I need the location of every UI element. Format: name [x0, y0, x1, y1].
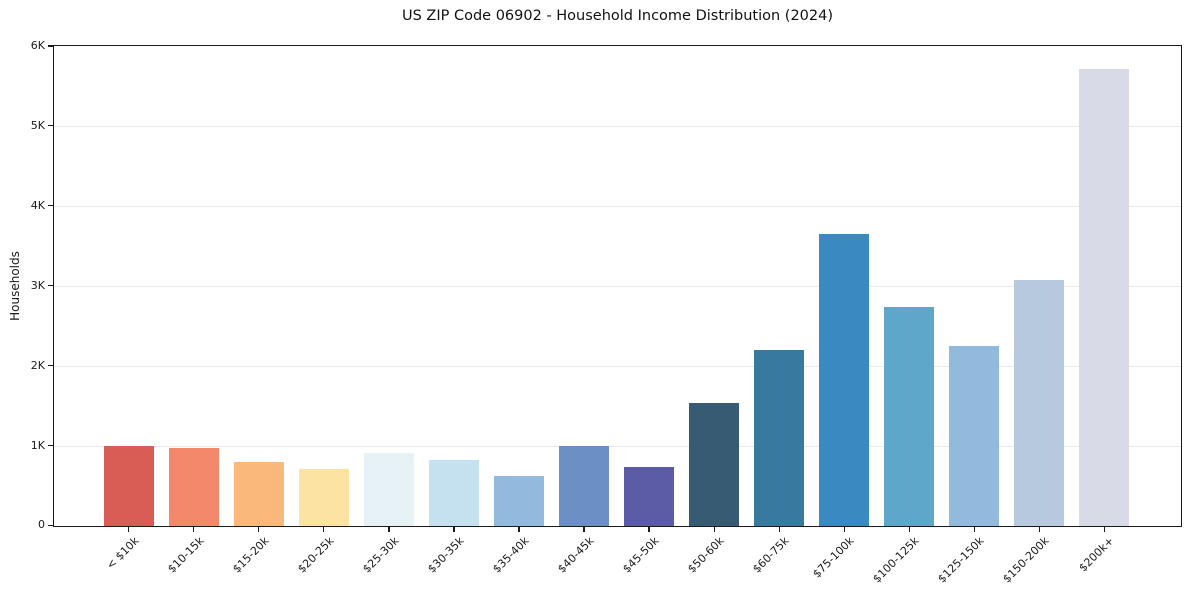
x-tick-label-50-60k: $50-60k [685, 534, 727, 576]
x-tick-label-15-20k: $15-20k [230, 534, 272, 576]
bar-150-200k [1014, 279, 1065, 526]
x-tick-label-25-30k: $25-30k [360, 534, 402, 576]
x-tick-10-15k [193, 526, 195, 532]
x-tick-100-125k [908, 526, 910, 532]
y-tick-6k [47, 45, 53, 47]
x-tick-75-100k [843, 526, 845, 532]
x-tick-label-10-15k: $10-15k [164, 534, 207, 576]
y-tick-label-5k: 5K [30, 118, 45, 132]
x-tick-label-30-35k: $30-35k [425, 534, 467, 576]
y-tick-5k [47, 125, 53, 127]
y-tick-label-2k: 2K [30, 358, 45, 372]
gridline-2k [54, 365, 1181, 367]
bar-25-30k [363, 452, 414, 526]
bar-40-45k [559, 446, 610, 526]
x-tick-label-10k: < $10k [103, 534, 142, 573]
x-tick-10k [128, 526, 130, 532]
bar-125-150k [949, 346, 1000, 526]
x-tick-label-125-150k: $125-150k [935, 534, 987, 586]
gridline-4k [54, 205, 1181, 207]
bar-50-60k [689, 402, 740, 526]
x-tick-25-30k [388, 526, 390, 532]
x-tick-label-150-200k: $150-200k [1000, 534, 1052, 586]
y-tick-label-6k: 6K [30, 39, 45, 52]
bar-60-75k [754, 350, 805, 526]
x-tick-60-75k [778, 526, 780, 532]
x-tick-50-60k [713, 526, 715, 532]
y-tick-label-4k: 4K [30, 198, 45, 212]
bar-30-35k [428, 460, 479, 526]
x-tick-label-45-50k: $45-50k [620, 534, 662, 576]
y-tick-3k [47, 285, 53, 287]
x-tick-label-20-25k: $20-25k [295, 534, 337, 576]
x-tick-label-75-100k: $75-100k [810, 534, 857, 581]
x-tick-label-40-45k: $40-45k [555, 534, 597, 576]
x-tick-15-20k [258, 526, 260, 532]
x-tick-label-60-75k: $60-75k [750, 534, 792, 576]
bar-20-25k [298, 468, 349, 526]
x-tick-label-100-125k: $100-125k [870, 534, 922, 586]
x-tick-20-25k [323, 526, 325, 532]
x-tick-45-50k [648, 526, 650, 532]
x-tick-35-40k [518, 526, 520, 532]
y-tick-label-3k: 3K [30, 278, 45, 292]
y-tick-2k [47, 365, 53, 367]
bar-35-40k [494, 476, 544, 526]
x-tick-30-35k [453, 526, 455, 532]
gridline-3k [54, 285, 1181, 287]
gridline-1k [54, 445, 1181, 447]
x-tick-150-200k [1038, 526, 1041, 532]
bar-100-125k [884, 307, 935, 526]
x-tick-label-35-40k: $35-40k [490, 534, 532, 576]
y-tick-1k [47, 444, 53, 447]
plot-area: < $10k $10-15k $15-20k $20-25k $25-30k $30-35… [31, 40, 1182, 586]
y-tick-0 [47, 524, 53, 526]
gridline-5k [54, 125, 1181, 127]
x-tick-40-45k [583, 526, 585, 532]
bar-75-100k [819, 233, 870, 526]
bar-10-15k [168, 447, 219, 526]
bar-200k [1079, 68, 1130, 526]
bar-45-50k [624, 467, 675, 526]
y-tick-label-1k: 1K [30, 438, 45, 452]
x-tick-200k [1103, 526, 1106, 532]
chart-title: US ZIP Code 06902 - Household Income Dis… [401, 8, 834, 24]
bar-10k [103, 446, 154, 526]
x-tick-label-200k: $200k+ [1076, 534, 1117, 575]
bar-15-20k [233, 462, 284, 526]
y-tick-label-0: 0 [38, 518, 45, 532]
y-tick-4k [47, 205, 53, 207]
y-axis-label: Households [8, 251, 22, 321]
x-tick-125-150k [973, 526, 975, 532]
